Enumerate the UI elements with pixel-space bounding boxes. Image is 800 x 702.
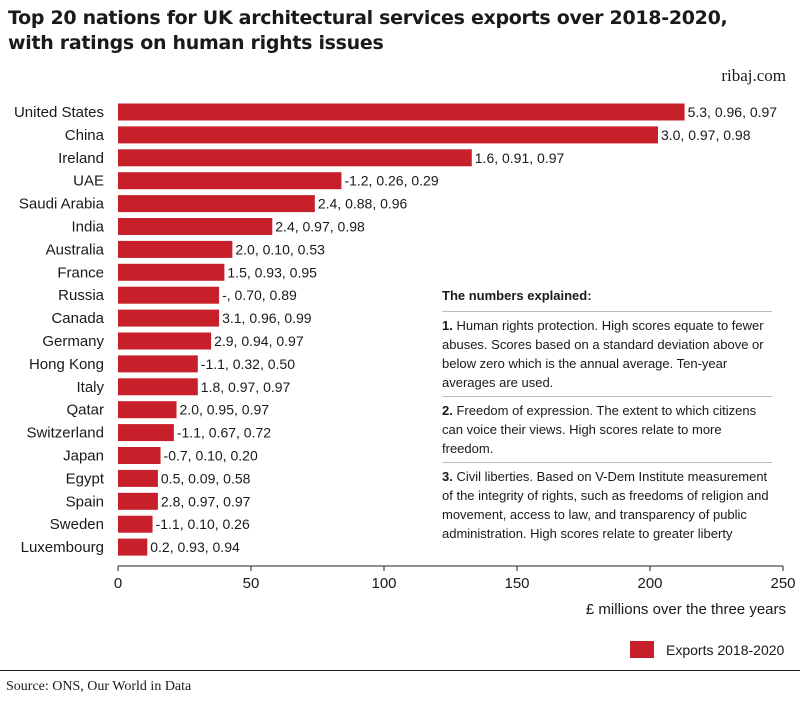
legend-swatch [630,641,654,658]
data-label-luxembourg: 0.2, 0.93, 0.94 [150,539,240,555]
data-label-japan: -0.7, 0.10, 0.20 [164,448,258,464]
bar-italy [118,378,198,396]
data-label-ireland: 1.6, 0.91, 0.97 [475,150,565,166]
note-number-2: 2. [442,403,453,418]
x-tick-label-250: 250 [770,575,795,592]
data-label-egypt: 0.5, 0.09, 0.58 [161,470,251,486]
legend: Exports 2018-2020 [630,641,784,658]
y-tick-label-india: India [71,219,104,236]
y-tick-label-luxembourg: Luxembourg [21,539,104,556]
note-item-1: 1. Human rights protection. High scores … [442,316,772,392]
bar-spain [118,492,158,510]
data-label-sweden: -1.1, 0.10, 0.26 [156,516,250,532]
bar-japan [118,447,161,464]
x-tick-label-100: 100 [371,575,396,592]
y-tick-label-china: China [65,127,105,144]
site-credit: ribaj.com [721,66,786,85]
bar-united-states [118,103,685,121]
y-tick-label-hong-kong: Hong Kong [29,356,104,373]
data-label-saudi-arabia: 2.4, 0.88, 0.96 [318,196,408,212]
data-label-hong-kong: -1.1, 0.32, 0.50 [201,356,295,372]
y-tick-label-united-states: United States [14,104,104,121]
y-tick-label-italy: Italy [76,379,104,396]
bar-saudi-arabia [118,195,315,213]
chart-title-line-2: with ratings on human rights issues [8,32,384,54]
y-tick-label-russia: Russia [58,287,105,304]
data-label-france: 1.5, 0.93, 0.95 [227,264,317,280]
x-tick-label-50: 50 [243,575,260,592]
data-label-spain: 2.8, 0.97, 0.97 [161,493,251,509]
y-tick-label-japan: Japan [63,448,104,465]
bar-hong-kong [118,355,198,373]
legend-label: Exports 2018-2020 [666,641,785,658]
note-text-2: Freedom of expression. The extent to whi… [442,403,757,456]
data-label-uae: -1.2, 0.26, 0.29 [344,173,438,189]
x-axis-label: £ millions over the three years [585,601,786,618]
y-tick-label-france: France [57,264,104,281]
y-tick-label-ireland: Ireland [58,150,104,167]
notes-divider [442,311,772,312]
data-label-switzerland: -1.1, 0.67, 0.72 [177,425,271,441]
notes-heading: The numbers explained: [442,288,592,303]
note-item-3: 3. Civil liberties. Based on V-Dem Insti… [442,467,772,543]
data-label-russia: -, 0.70, 0.89 [222,287,297,303]
numbers-explained-box: The numbers explained: 1. Human rights p… [442,286,772,543]
note-text-3: Civil liberties. Based on V-Dem Institut… [442,469,769,541]
data-label-china: 3.0, 0.97, 0.98 [661,127,751,143]
x-tick-label-200: 200 [637,575,662,592]
bar-chart: United States 5.3, 0.96, 0.97 China 3.0, 0.… [14,103,796,592]
bar-china [118,126,658,144]
y-tick-label-canada: Canada [51,310,104,327]
notes-divider [442,396,772,397]
bar-france [118,263,225,281]
y-tick-label-egypt: Egypt [66,470,105,487]
bar-uae [118,172,342,190]
bar-egypt [118,469,158,487]
data-label-germany: 2.9, 0.94, 0.97 [214,333,304,349]
bar-qatar [118,401,177,419]
x-tick-label-0: 0 [114,575,122,592]
note-number-3: 3. [442,469,453,484]
note-item-2: 2. Freedom of expression. The extent to … [442,401,772,458]
footer-divider [0,670,800,671]
bar-ireland [118,149,472,167]
data-label-united-states: 5.3, 0.96, 0.97 [688,104,778,120]
notes-divider [442,462,772,463]
y-tick-label-qatar: Qatar [66,402,104,419]
chart-title-line-1: Top 20 nations for UK architectural serv… [8,7,728,29]
bar-luxembourg [118,538,148,556]
bar-russia [118,286,220,304]
y-tick-label-switzerland: Switzerland [26,425,104,442]
y-tick-label-spain: Spain [66,493,104,510]
data-label-india: 2.4, 0.97, 0.98 [275,219,365,235]
y-tick-label-sweden: Sweden [50,516,104,533]
bar-india [118,218,273,235]
data-label-canada: 3.1, 0.96, 0.99 [222,310,312,326]
x-tick-label-150: 150 [504,575,529,592]
source-note: Source: ONS, Our World in Data [6,679,192,694]
note-number-1: 1. [442,318,453,333]
bar-australia [118,240,233,258]
y-tick-label-saudi-arabia: Saudi Arabia [19,196,105,213]
bar-germany [118,332,212,350]
y-tick-label-uae: UAE [73,173,104,190]
chart-title: Top 20 nations for UK architectural serv… [8,6,788,56]
y-tick-label-germany: Germany [42,333,104,350]
y-tick-label-australia: Australia [46,241,105,258]
bar-switzerland [118,424,174,442]
note-text-1: Human rights protection. High scores equ… [442,318,764,390]
data-label-qatar: 2.0, 0.95, 0.97 [180,402,270,418]
data-label-italy: 1.8, 0.97, 0.97 [201,379,291,395]
data-label-australia: 2.0, 0.10, 0.53 [235,241,325,257]
bar-sweden [118,515,153,533]
bar-canada [118,309,220,327]
